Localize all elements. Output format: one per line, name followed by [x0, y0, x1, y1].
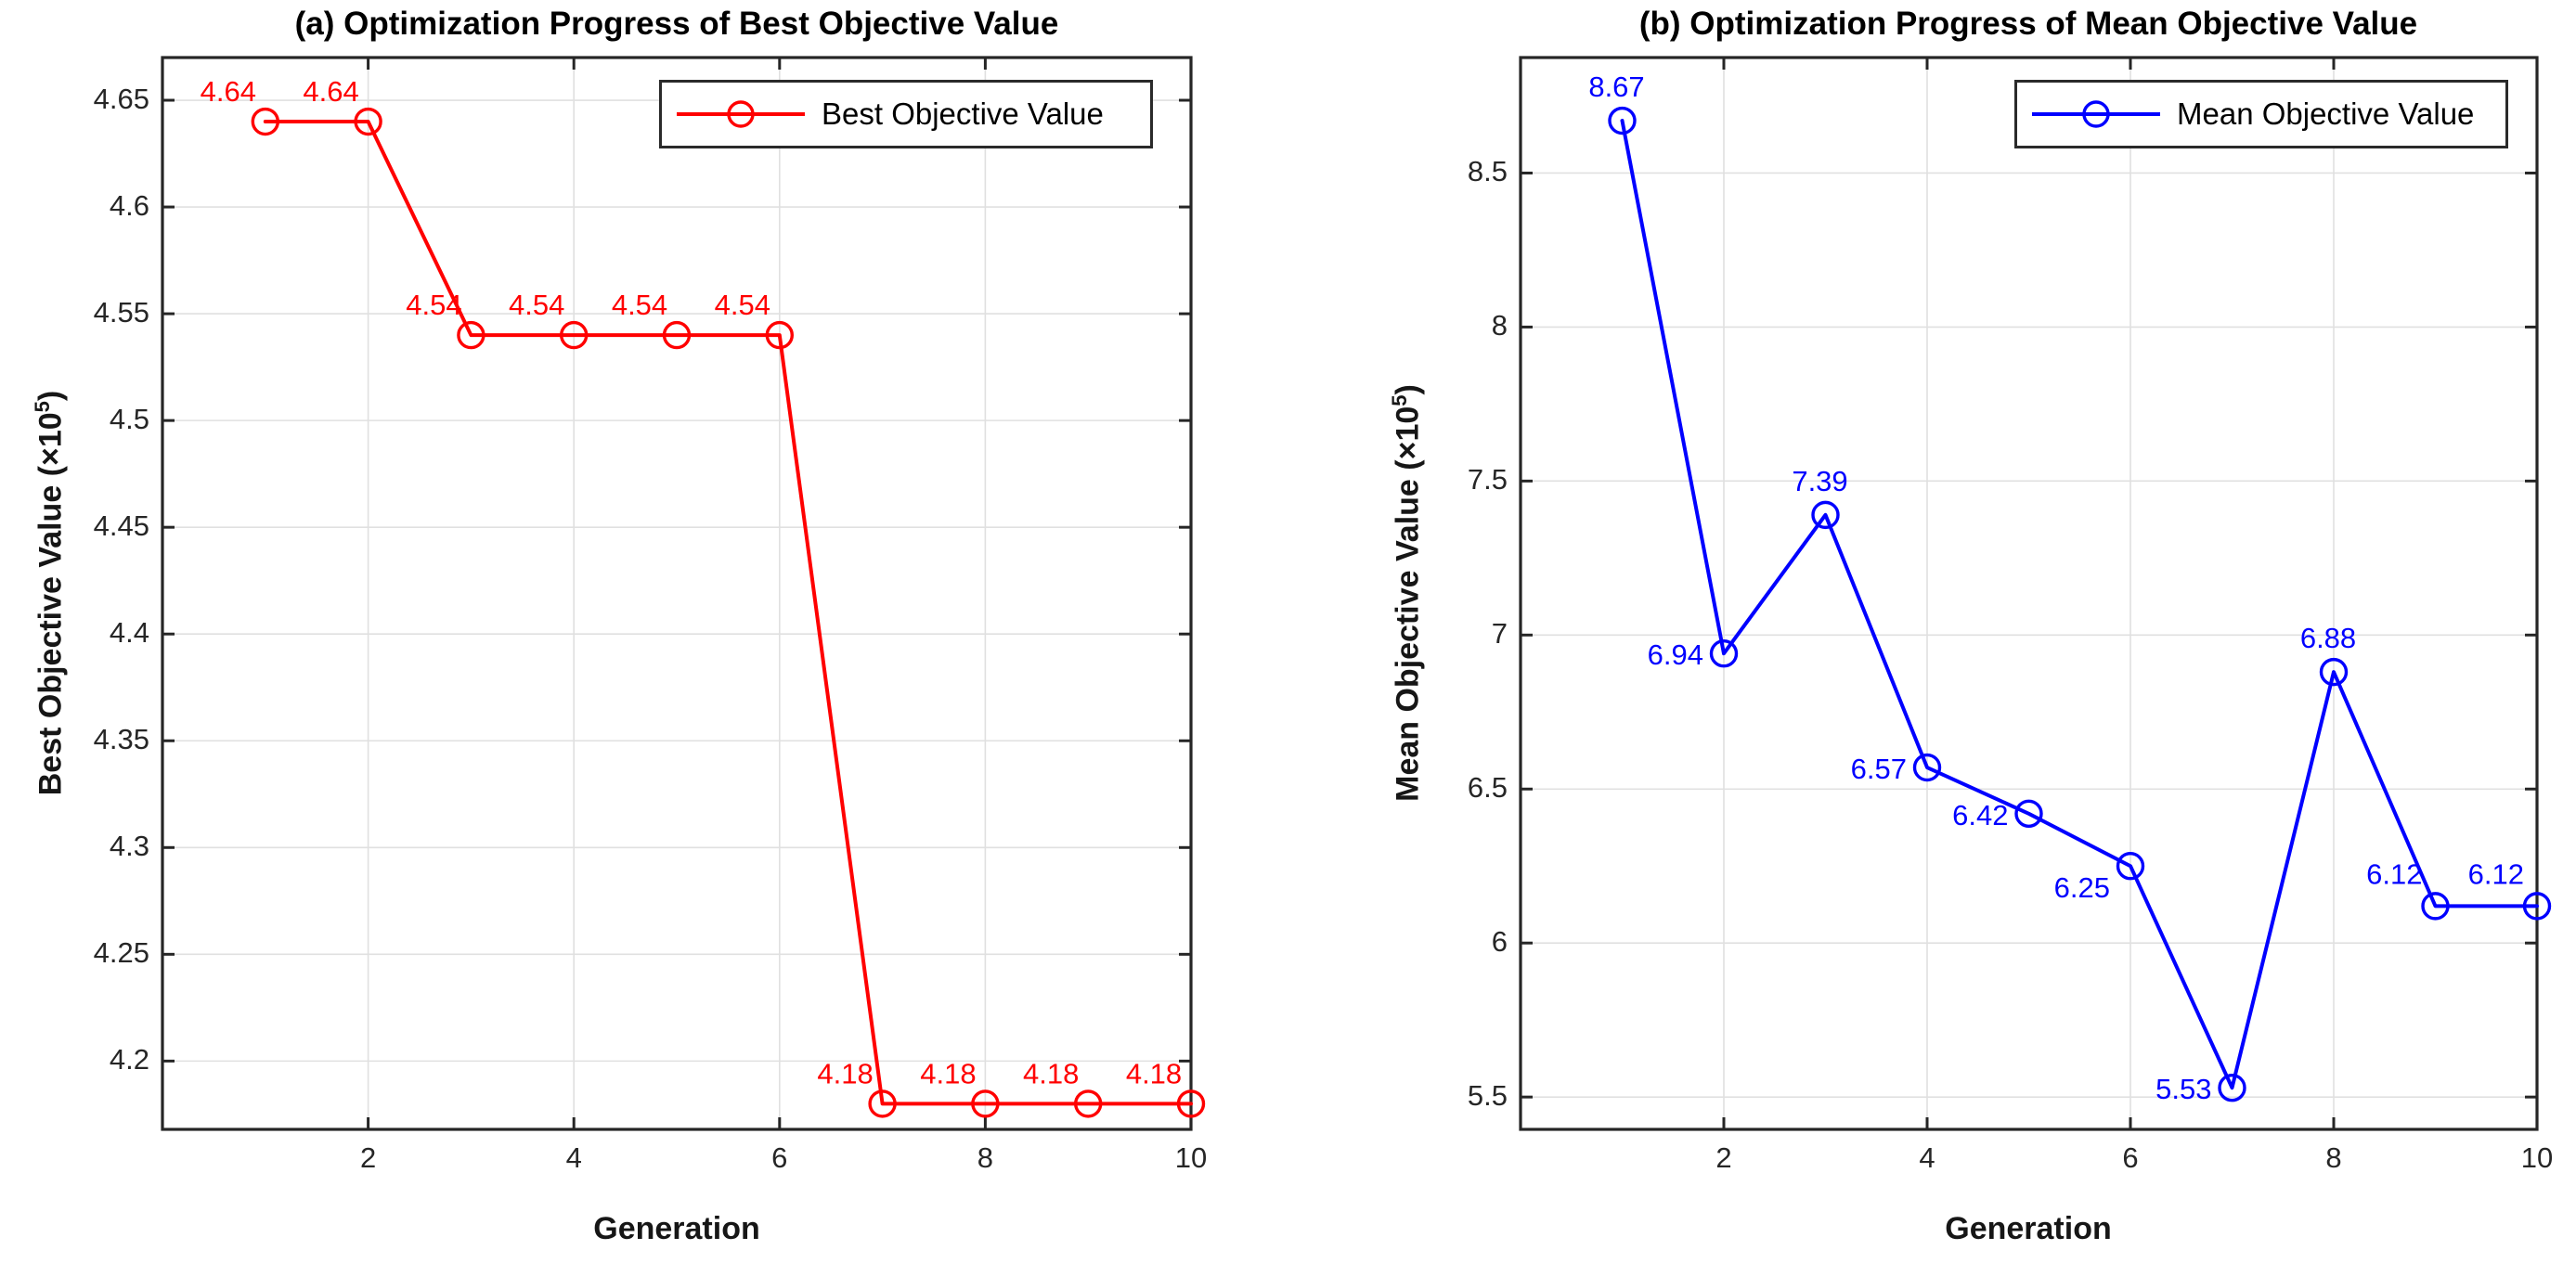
data-point-marker	[2522, 892, 2552, 921]
y-tick-label: 4.5	[109, 403, 149, 436]
y-tick-label: 4.55	[93, 296, 149, 329]
data-point-marker	[2116, 852, 2145, 881]
x-tick-label: 4	[1919, 1141, 1935, 1174]
legend-line-sample-icon	[677, 100, 805, 128]
y-tick-label: 6	[1491, 925, 1508, 959]
y-tick-label: 4.2	[109, 1043, 149, 1076]
data-point-label: 6.12	[2468, 857, 2524, 890]
data-point-label: 6.94	[1648, 638, 1703, 671]
axis-box	[161, 56, 1193, 1131]
data-point-label: 6.57	[1851, 753, 1907, 785]
chart-b-legend: Mean Objective Value	[2014, 80, 2508, 148]
chart-a-legend-label: Best Objective Value	[822, 97, 1104, 131]
x-tick-label: 2	[359, 1141, 377, 1174]
y-tick-label: 4.4	[109, 616, 149, 650]
data-point-marker	[1912, 753, 1942, 782]
data-point-label: 8.67	[1588, 71, 1644, 103]
data-point-marker	[1176, 1089, 1206, 1118]
y-tick-label: 5.5	[1467, 1079, 1508, 1113]
y-tick-label: 4.35	[93, 723, 149, 756]
data-point-marker	[971, 1089, 1000, 1118]
chart-b-x-axis-label: Generation	[1945, 1211, 2112, 1246]
data-point-label: 4.64	[303, 75, 358, 108]
x-tick-label: 2	[1715, 1141, 1732, 1174]
data-point-marker	[251, 107, 279, 136]
data-point-marker	[354, 107, 382, 136]
data-point-marker	[662, 320, 692, 350]
data-point-marker	[2421, 892, 2450, 921]
data-point-label: 6.88	[2300, 622, 2356, 654]
data-point-label: 4.54	[715, 289, 770, 321]
data-point-label: 4.18	[817, 1057, 873, 1089]
chart-a-title: (a) Optimization Progress of Best Object…	[294, 6, 1059, 42]
x-tick-label: 4	[565, 1141, 582, 1174]
data-point-marker	[2319, 657, 2349, 687]
data-point-marker	[868, 1089, 897, 1118]
y-tick-label: 8	[1491, 309, 1508, 342]
y-tick-label: 7.5	[1467, 463, 1508, 496]
y-tick-label: 4.3	[109, 830, 149, 863]
data-point-label: 4.18	[920, 1057, 976, 1089]
data-point-label: 6.25	[2054, 871, 2110, 904]
data-point-label: 4.54	[509, 289, 564, 321]
data-point-label: 6.12	[2366, 857, 2422, 890]
series-line	[1620, 119, 2539, 1090]
x-tick-label: 10	[2520, 1141, 2554, 1174]
data-point-label: 4.54	[612, 289, 667, 321]
chart-b-legend-label: Mean Objective Value	[2177, 97, 2475, 131]
data-point-marker	[1073, 1089, 1103, 1118]
x-tick-label: 10	[1174, 1141, 1208, 1174]
data-point-marker	[560, 320, 589, 350]
y-tick-label: 6.5	[1467, 771, 1508, 805]
x-tick-label: 6	[2122, 1141, 2139, 1174]
data-point-label: 4.64	[201, 75, 256, 108]
y-tick-label: 4.6	[109, 189, 149, 223]
chart-a-legend: Best Objective Value	[659, 80, 1153, 148]
x-tick-label: 8	[977, 1141, 994, 1174]
x-tick-label: 6	[771, 1141, 788, 1174]
data-point-marker	[765, 320, 794, 350]
y-tick-label: 4.25	[93, 936, 149, 970]
x-tick-label: 8	[2325, 1141, 2342, 1174]
data-point-marker	[1811, 500, 1840, 530]
data-point-marker	[1608, 106, 1637, 135]
chart-b-title: (b) Optimization Progress of Mean Object…	[1638, 6, 2418, 42]
y-tick-label: 8.5	[1467, 155, 1508, 188]
data-point-label: 4.18	[1023, 1057, 1079, 1089]
data-point-label: 6.42	[1952, 799, 2008, 831]
data-point-marker	[1709, 639, 1739, 668]
chart-a-x-axis-label: Generation	[593, 1211, 760, 1246]
y-tick-label: 4.45	[93, 509, 149, 543]
series-line	[263, 120, 1193, 1106]
data-point-marker	[2218, 1073, 2246, 1102]
data-point-label: 4.54	[406, 289, 461, 321]
legend-line-sample-icon	[2032, 100, 2160, 128]
y-tick-label: 4.65	[93, 83, 149, 116]
data-point-label: 5.53	[2155, 1073, 2211, 1105]
axis-box	[1519, 56, 2539, 1131]
data-point-marker	[2014, 799, 2043, 829]
y-tick-label: 7	[1491, 617, 1508, 651]
chart-a-y-axis-label: Best Objective Value (×105)	[31, 390, 69, 796]
data-point-label: 7.39	[1792, 465, 1847, 497]
data-point-label: 4.18	[1126, 1057, 1182, 1089]
data-point-marker	[457, 320, 485, 350]
